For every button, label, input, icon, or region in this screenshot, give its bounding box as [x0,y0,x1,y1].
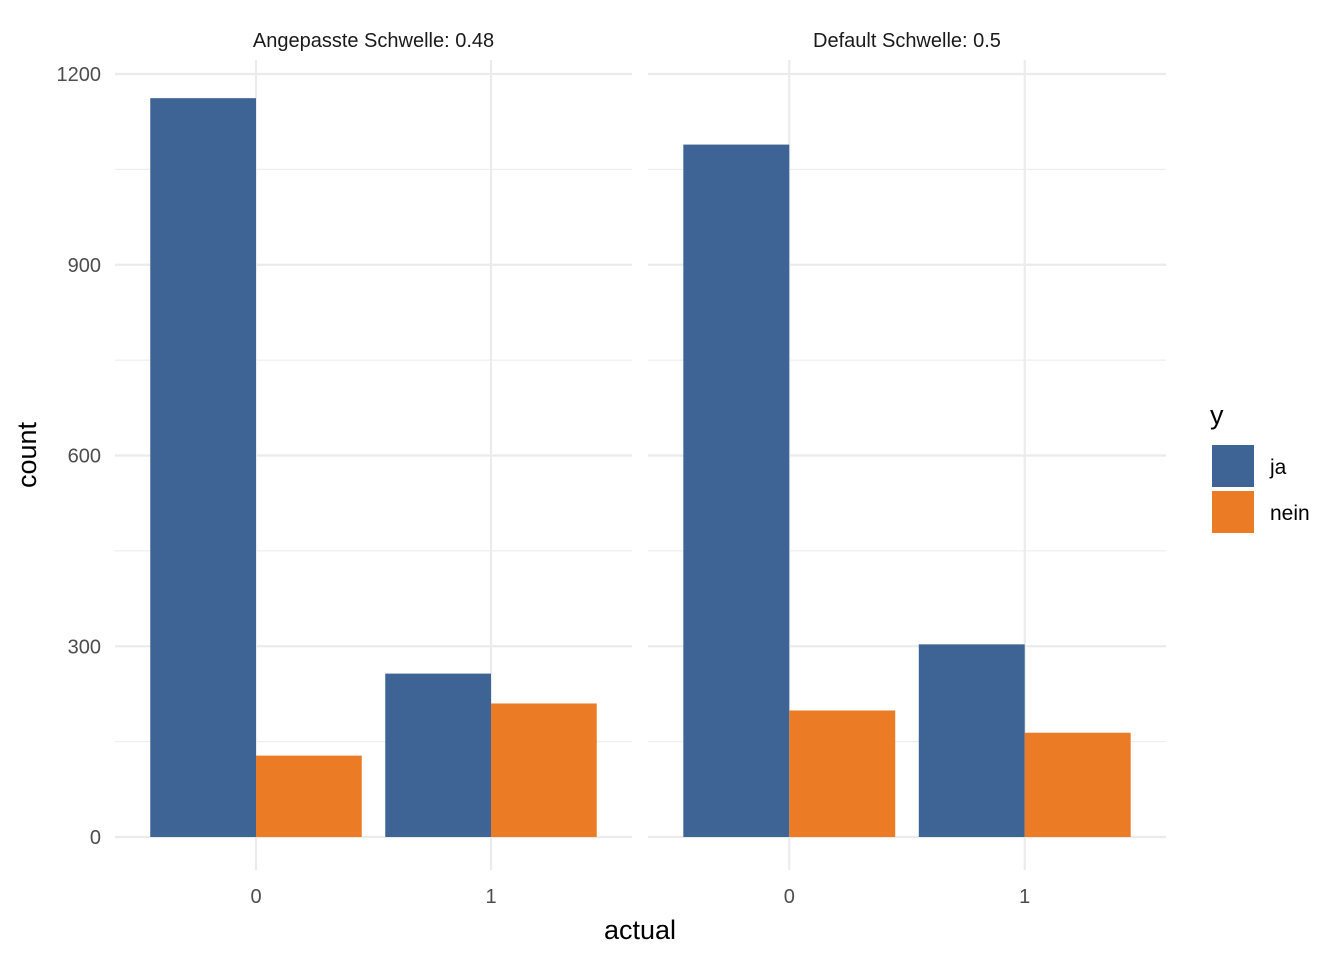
x-axis-title: actual [604,915,676,945]
x-tick-label: 0 [250,886,261,908]
bar-ja-0 [683,144,790,837]
legend-title: y [1210,400,1224,430]
bar-nein-0 [256,755,362,837]
y-tick-label: 1200 [57,64,102,86]
y-tick-label: 600 [68,446,101,468]
bar-nein-1 [1024,732,1131,837]
y-tick-label: 0 [90,827,101,849]
legend-key-ja [1212,445,1254,487]
bar-ja-0 [150,98,256,837]
bar-nein-0 [789,710,896,837]
facet-title: Angepasste Schwelle: 0.48 [253,30,494,52]
bar-nein-1 [491,703,597,837]
bar-ja-1 [918,644,1025,837]
bar-ja-1 [385,673,491,837]
legend: ja nein [1212,445,1310,533]
x-tick-label: 1 [1019,886,1030,908]
x-tick-label: 0 [784,886,795,908]
y-tick-label: 900 [68,255,101,277]
legend-key-nein [1212,491,1254,533]
legend-label: nein [1270,502,1310,525]
legend-label: ja [1269,456,1287,479]
x-tick-label: 1 [485,886,496,908]
facet-title: Default Schwelle: 0.5 [813,30,1001,52]
y-tick-label: 300 [68,636,101,658]
label-layer: actual count y 0 300 600 900 1200 0 1 Angepasst… [12,30,1224,945]
y-axis-title: count [12,421,42,488]
bar-layer [150,98,1131,837]
